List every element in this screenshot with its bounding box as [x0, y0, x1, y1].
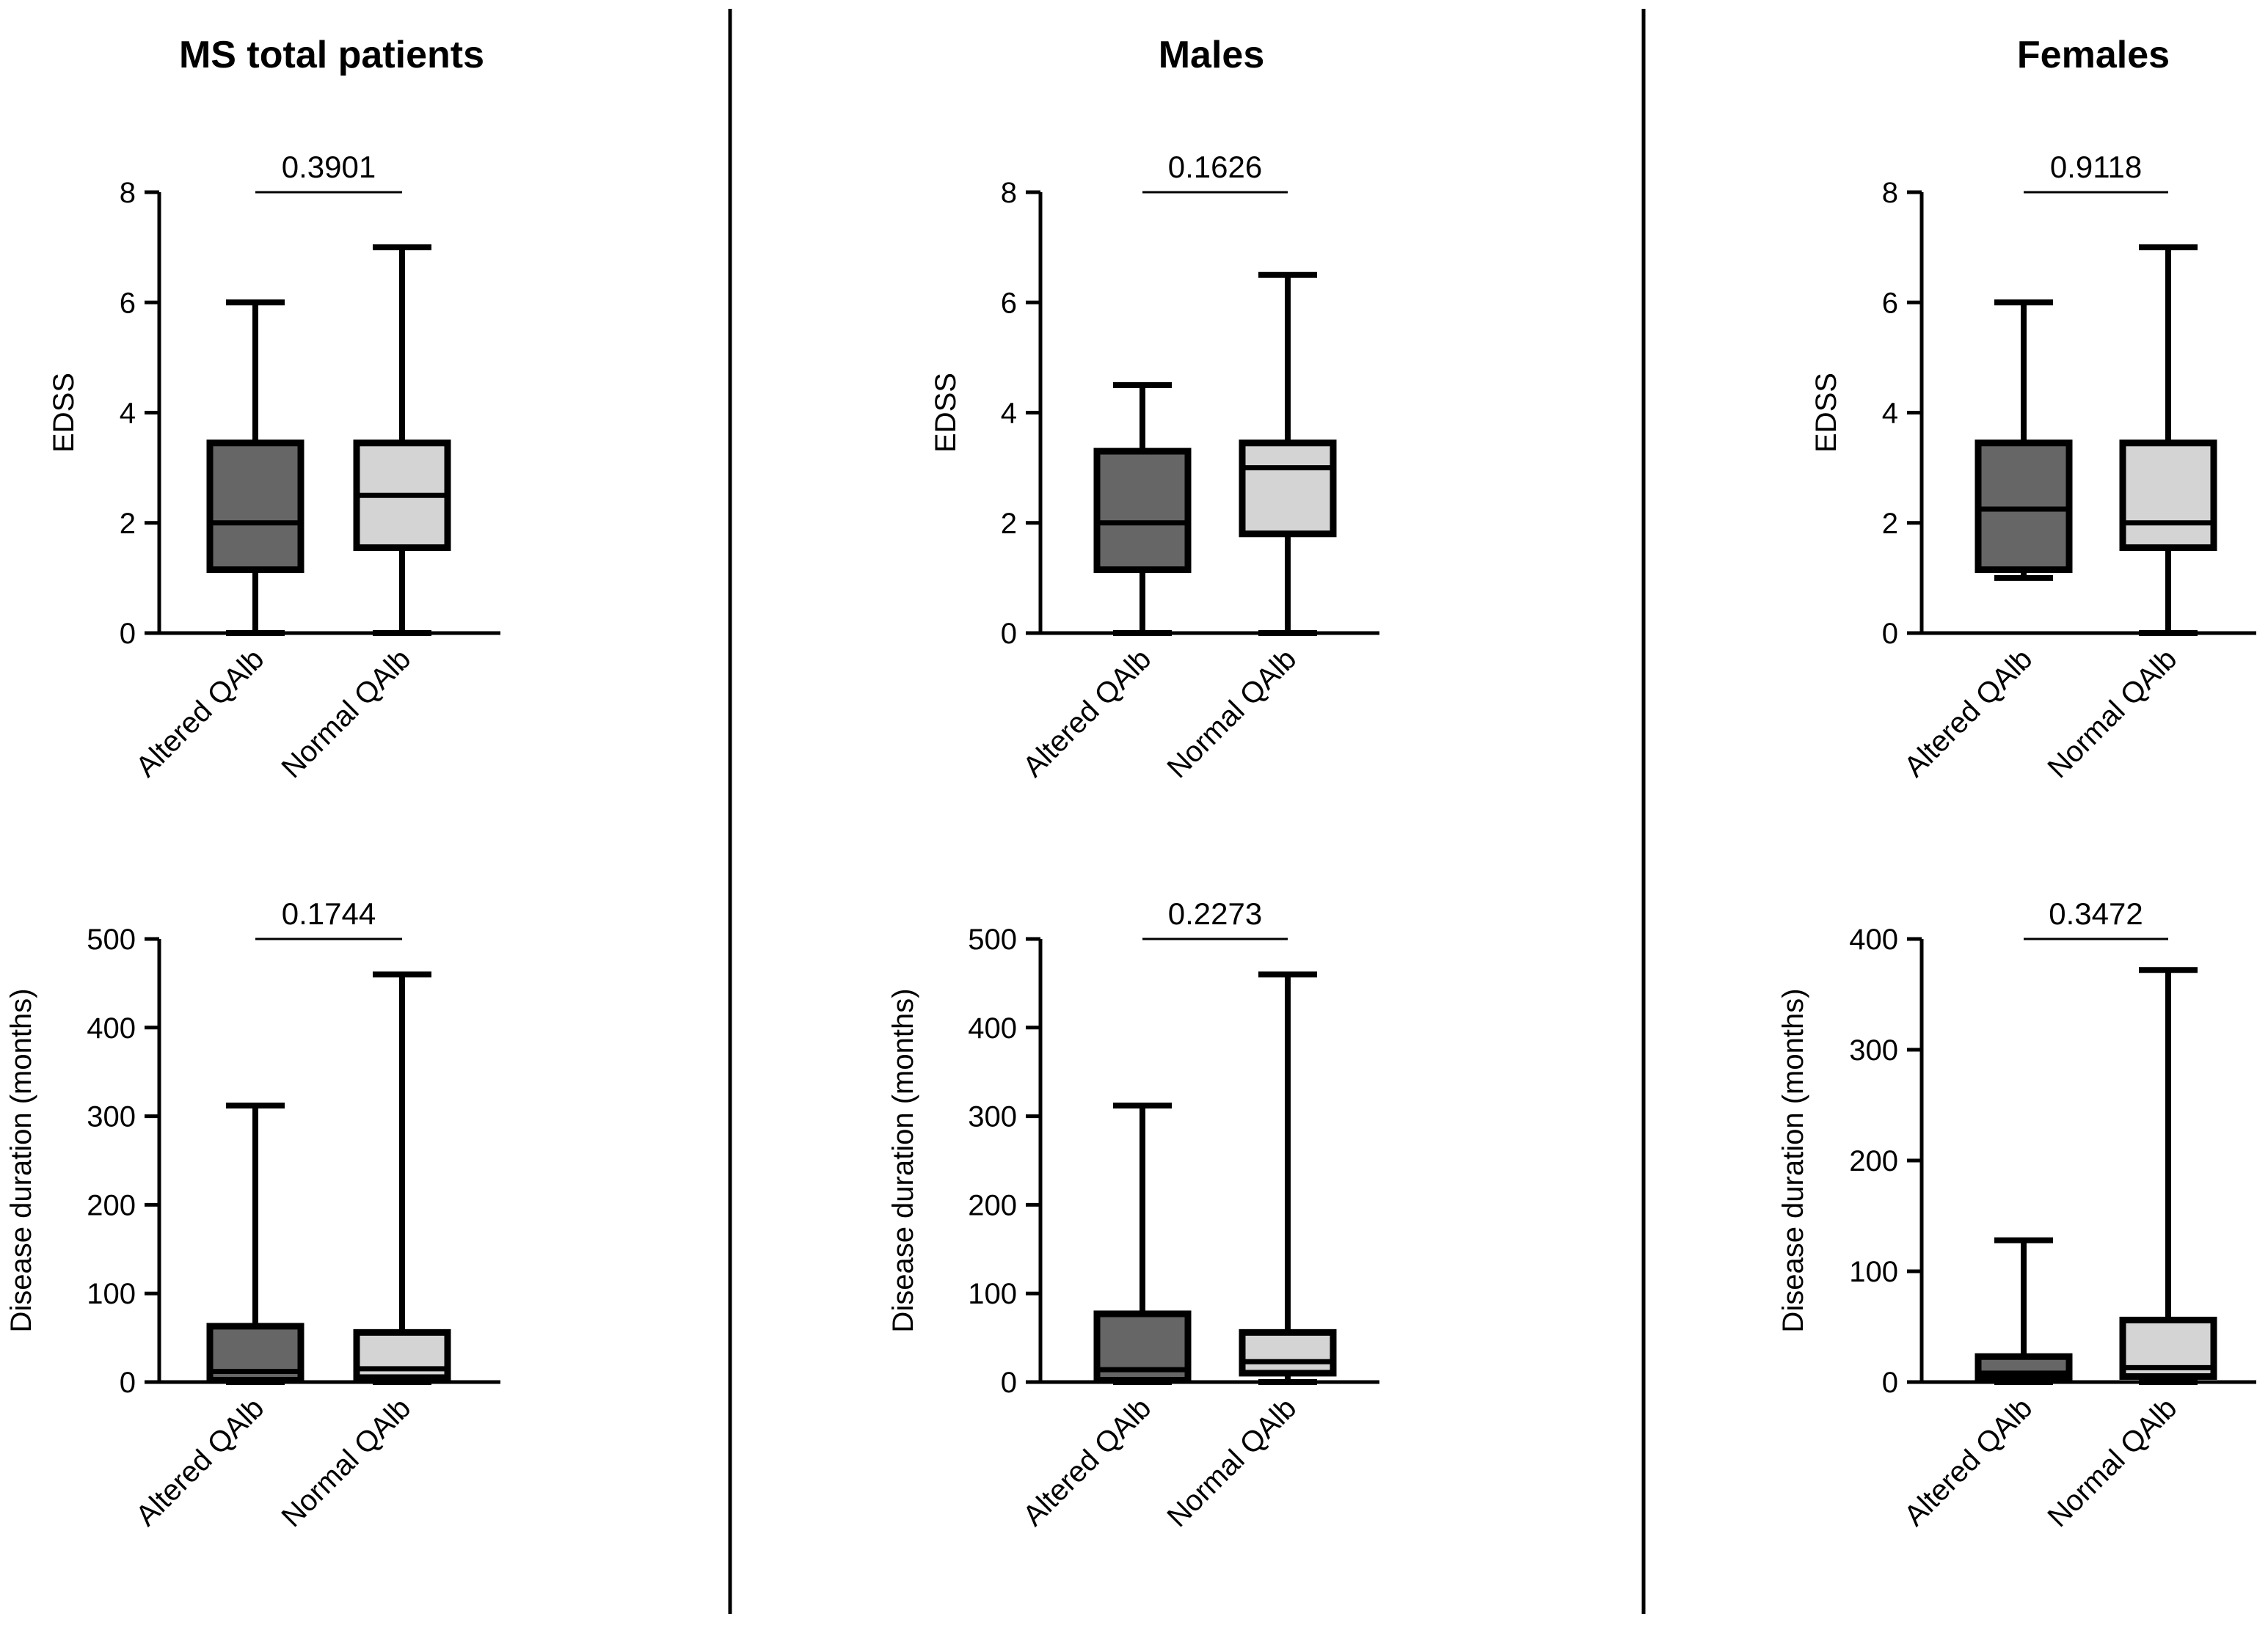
- p-value-label: 0.3901: [282, 150, 376, 184]
- box-normal: [2119, 967, 2217, 1385]
- y-tick-label: 0: [1882, 618, 1898, 650]
- box-normal: [1239, 271, 1337, 636]
- category-label: Altered QAlb: [1898, 1392, 2038, 1532]
- y-tick-label: 300: [968, 1101, 1017, 1133]
- box-altered: [206, 1103, 305, 1385]
- y-axis-label: EDSS: [48, 373, 80, 453]
- iqr-box: [2119, 439, 2217, 552]
- iqr-box: [1239, 439, 1337, 538]
- y-tick-label: 0: [120, 1367, 136, 1399]
- panel-title-total: MS total patients: [179, 34, 484, 76]
- category-label: Altered QAlb: [1017, 1392, 1157, 1532]
- y-tick-label: 2: [1882, 508, 1898, 540]
- p-value-label: 0.3472: [2049, 896, 2143, 931]
- iqr-box: [1239, 1329, 1337, 1377]
- box-altered: [1093, 1103, 1192, 1385]
- category-label: Normal QAlb: [2041, 643, 2183, 784]
- y-tick-label: 200: [1849, 1145, 1898, 1177]
- y-tick-label: 100: [1849, 1256, 1898, 1288]
- p-value-label: 0.2273: [1168, 896, 1262, 931]
- y-tick-label: 0: [1001, 618, 1017, 650]
- category-label: Altered QAlb: [1017, 643, 1157, 783]
- box-altered: [206, 299, 305, 636]
- plot-3: 0 2 4 6 8 EDSS Altered QAlb Normal QAlb 0.9118: [1810, 150, 2256, 784]
- y-tick-label: 500: [968, 924, 1017, 956]
- y-axis-label: EDSS: [1810, 373, 1842, 453]
- panel-title-males: Males: [1159, 34, 1265, 76]
- box-altered: [1975, 299, 2073, 581]
- p-value-label: 0.9118: [2050, 150, 2142, 184]
- plot-6: 0 100 200 300 400 Disease duration (months) Al…: [1777, 896, 2256, 1533]
- y-axis-label: Disease duration (months): [1777, 988, 1809, 1332]
- y-tick-label: 500: [87, 924, 136, 956]
- y-tick-label: 400: [87, 1012, 136, 1045]
- y-tick-label: 100: [87, 1278, 136, 1310]
- plot-1: 0 2 4 6 8 EDSS Altered QAlb Normal QAlb 0.3901: [48, 150, 500, 784]
- box-altered: [1093, 381, 1192, 636]
- box-normal: [353, 244, 451, 636]
- category-label: Altered QAlb: [130, 643, 270, 783]
- y-tick-label: 2: [120, 508, 136, 540]
- box-normal: [1239, 971, 1337, 1385]
- plot-2: 0 2 4 6 8 EDSS Altered QAlb Normal QAlb 0.1626: [930, 150, 1379, 784]
- category-label: Normal QAlb: [275, 643, 417, 784]
- y-tick-label: 6: [1001, 287, 1017, 319]
- y-tick-label: 0: [1882, 1367, 1898, 1399]
- y-axis-label: EDSS: [930, 373, 962, 453]
- category-label: Altered QAlb: [1898, 643, 2038, 783]
- iqr-box: [1975, 439, 2073, 574]
- y-tick-label: 2: [1001, 508, 1017, 540]
- y-tick-label: 8: [1001, 177, 1017, 209]
- y-tick-label: 8: [1882, 177, 1898, 209]
- y-tick-label: 0: [1001, 1367, 1017, 1399]
- panel-title-females: Females: [2017, 34, 2170, 76]
- category-label: Normal QAlb: [1161, 643, 1302, 784]
- box-normal: [353, 971, 451, 1385]
- category-label: Normal QAlb: [1161, 1392, 1302, 1533]
- y-tick-label: 6: [120, 287, 136, 319]
- y-axis-label: Disease duration (months): [887, 988, 919, 1332]
- iqr-box: [1093, 447, 1192, 574]
- box-altered: [1975, 1237, 2073, 1385]
- iqr-box: [206, 439, 305, 574]
- y-tick-label: 400: [1849, 924, 1898, 956]
- p-value-label: 0.1626: [1168, 150, 1262, 184]
- y-tick-label: 8: [120, 177, 136, 209]
- y-tick-label: 300: [87, 1101, 136, 1133]
- category-label: Normal QAlb: [275, 1392, 417, 1533]
- y-tick-label: 100: [968, 1278, 1017, 1310]
- y-axis-label: Disease duration (months): [5, 988, 37, 1332]
- y-tick-label: 200: [968, 1189, 1017, 1221]
- y-tick-label: 200: [87, 1189, 136, 1221]
- y-tick-label: 4: [1882, 398, 1898, 430]
- y-tick-label: 0: [120, 618, 136, 650]
- plot-4: 0 100 200 300 400 500 Disease duration (months…: [5, 896, 500, 1533]
- y-tick-label: 4: [120, 398, 136, 430]
- category-label: Normal QAlb: [2041, 1392, 2183, 1533]
- box-normal: [2119, 244, 2217, 636]
- y-tick-label: 6: [1882, 287, 1898, 319]
- p-value-label: 0.1744: [282, 896, 376, 931]
- plot-5: 0 100 200 300 400 500 Disease duration (months…: [887, 896, 1379, 1533]
- y-tick-label: 4: [1001, 398, 1017, 430]
- category-label: Altered QAlb: [130, 1392, 270, 1532]
- y-tick-label: 400: [968, 1012, 1017, 1045]
- y-tick-label: 300: [1849, 1034, 1898, 1067]
